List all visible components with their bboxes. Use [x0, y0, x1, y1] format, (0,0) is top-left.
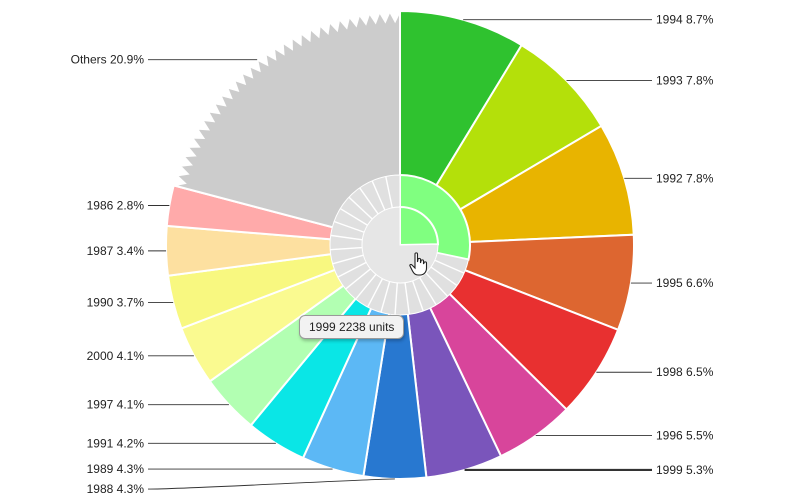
inner-ring-divider	[430, 266, 458, 287]
slice-label: 1998 6.5%	[656, 365, 714, 379]
inner-ring-divider	[330, 246, 363, 251]
slice-label: 2000 4.1%	[87, 349, 145, 363]
inner-ring-divider	[437, 252, 469, 261]
inner-ring-divider	[332, 254, 364, 265]
slice-label: 1988 4.3%	[87, 482, 145, 496]
inner-ring-divider	[333, 220, 365, 233]
slice-label: 1991 4.2%	[87, 436, 145, 450]
slice-label: 1992 7.8%	[656, 171, 714, 185]
inner-ring-divider	[394, 282, 398, 315]
inner-ring-divider	[337, 261, 367, 278]
inner-ring-divider	[380, 281, 391, 313]
hover-tooltip: 1999 2238 units	[299, 315, 405, 339]
leader-line	[147, 478, 395, 490]
slice-label: 1987 3.4%	[87, 244, 145, 258]
slice-label: 1996 5.5%	[656, 429, 714, 443]
hand-pointer-icon	[409, 252, 429, 281]
inner-ring-divider	[345, 268, 371, 290]
slice-label: Others 20.9%	[71, 53, 145, 67]
inner-ring-divider	[425, 272, 449, 297]
slice-label: 1986 2.8%	[87, 198, 145, 212]
slice-label: 1990 3.7%	[87, 295, 145, 309]
slice-label: 1993 7.8%	[656, 74, 714, 88]
slice-label: 1995 6.6%	[656, 276, 714, 290]
inner-ring-divider	[404, 282, 411, 315]
inner-ring-divider	[348, 196, 373, 220]
inner-ring-divider	[359, 187, 379, 215]
inner-ring-divider	[355, 273, 377, 300]
inner-ring-divider	[330, 234, 363, 241]
inner-ring-divider	[385, 176, 393, 208]
inner-ring-divider	[411, 280, 424, 312]
slice-label: 1999 5.3%	[656, 463, 714, 477]
inner-core-highlight[interactable]	[399, 205, 440, 247]
inner-ring-divider	[371, 180, 386, 211]
slice-label: 1997 4.1%	[87, 398, 145, 412]
inner-ring-divider	[419, 277, 437, 306]
inner-ring-divider	[434, 259, 465, 274]
slice-label: 1994 8.7%	[656, 13, 714, 27]
slice-label: 1989 4.3%	[87, 462, 145, 476]
inner-ring-divider	[339, 207, 368, 226]
inner-ring-divider	[367, 278, 384, 308]
